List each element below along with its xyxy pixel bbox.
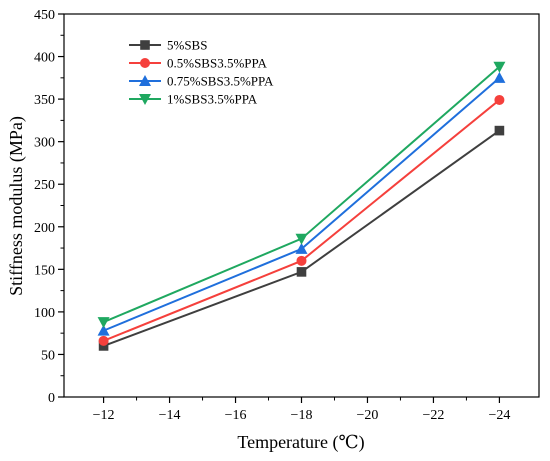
- legend-item: 5%SBS: [129, 38, 207, 53]
- x-tick-label: −24: [488, 408, 510, 423]
- series-layer: [97, 61, 506, 351]
- data-point: [493, 71, 506, 83]
- legend-marker: [139, 75, 151, 86]
- legend-marker: [140, 58, 150, 68]
- y-tick-label: 100: [34, 306, 55, 321]
- legend-label: 0.5%SBS3.5%PPA: [167, 56, 268, 71]
- x-tick-label: −14: [159, 408, 181, 423]
- x-axis-title: Temperature (℃): [237, 432, 364, 453]
- y-tick-label: 200: [34, 221, 55, 236]
- y-tick-label: 450: [34, 8, 55, 23]
- x-tick-label: −18: [291, 408, 313, 423]
- data-point: [494, 94, 505, 105]
- legend: 5%SBS 0.5%SBS3.5%PPA 0.75%SBS3.5%PPA 1%SBS3…: [129, 38, 274, 107]
- data-point: [97, 317, 110, 329]
- y-tick-label: 150: [34, 263, 55, 278]
- data-point: [296, 267, 307, 277]
- y-tick-label: 0: [48, 391, 55, 406]
- data-point: [295, 233, 308, 245]
- legend-item: 0.75%SBS3.5%PPA: [129, 74, 274, 89]
- y-axis: 0 50 100 150 200 250 300 350 400 450: [34, 8, 64, 406]
- series-group: [97, 61, 506, 329]
- series-line: [103, 66, 501, 324]
- x-tick-label: −12: [93, 408, 115, 423]
- plot-frame: [63, 13, 540, 398]
- y-tick-label: 300: [34, 136, 55, 151]
- legend-marker: [140, 40, 150, 50]
- data-point: [295, 242, 308, 254]
- series-group: [98, 94, 505, 346]
- series-group: [98, 125, 505, 351]
- series-line: [103, 77, 501, 332]
- legend-label: 0.75%SBS3.5%PPA: [167, 74, 274, 89]
- data-point: [493, 61, 506, 73]
- y-tick-label: 250: [34, 178, 55, 193]
- y-axis-title: Stiffness modulus (MPa): [6, 116, 27, 296]
- x-tick-label: −22: [422, 408, 444, 423]
- x-tick-label: −20: [357, 408, 379, 423]
- data-point: [98, 341, 109, 351]
- data-point: [296, 255, 307, 266]
- legend-label: 5%SBS: [167, 38, 207, 53]
- x-axis: −12 −14 −16 −18 −20 −22 −24: [93, 397, 510, 423]
- data-point: [97, 324, 110, 336]
- legend-item: 1%SBS3.5%PPA: [129, 92, 258, 107]
- x-tick-label: −16: [225, 408, 247, 423]
- y-tick-label: 50: [41, 348, 55, 363]
- legend-marker: [139, 94, 151, 105]
- legend-label: 1%SBS3.5%PPA: [167, 92, 258, 107]
- data-point: [494, 125, 505, 136]
- y-tick-label: 350: [34, 93, 55, 108]
- legend-item: 0.5%SBS3.5%PPA: [129, 56, 268, 71]
- data-point: [98, 335, 109, 346]
- y-tick-label: 400: [34, 51, 55, 66]
- series-group: [97, 71, 506, 336]
- series-line: [103, 99, 501, 342]
